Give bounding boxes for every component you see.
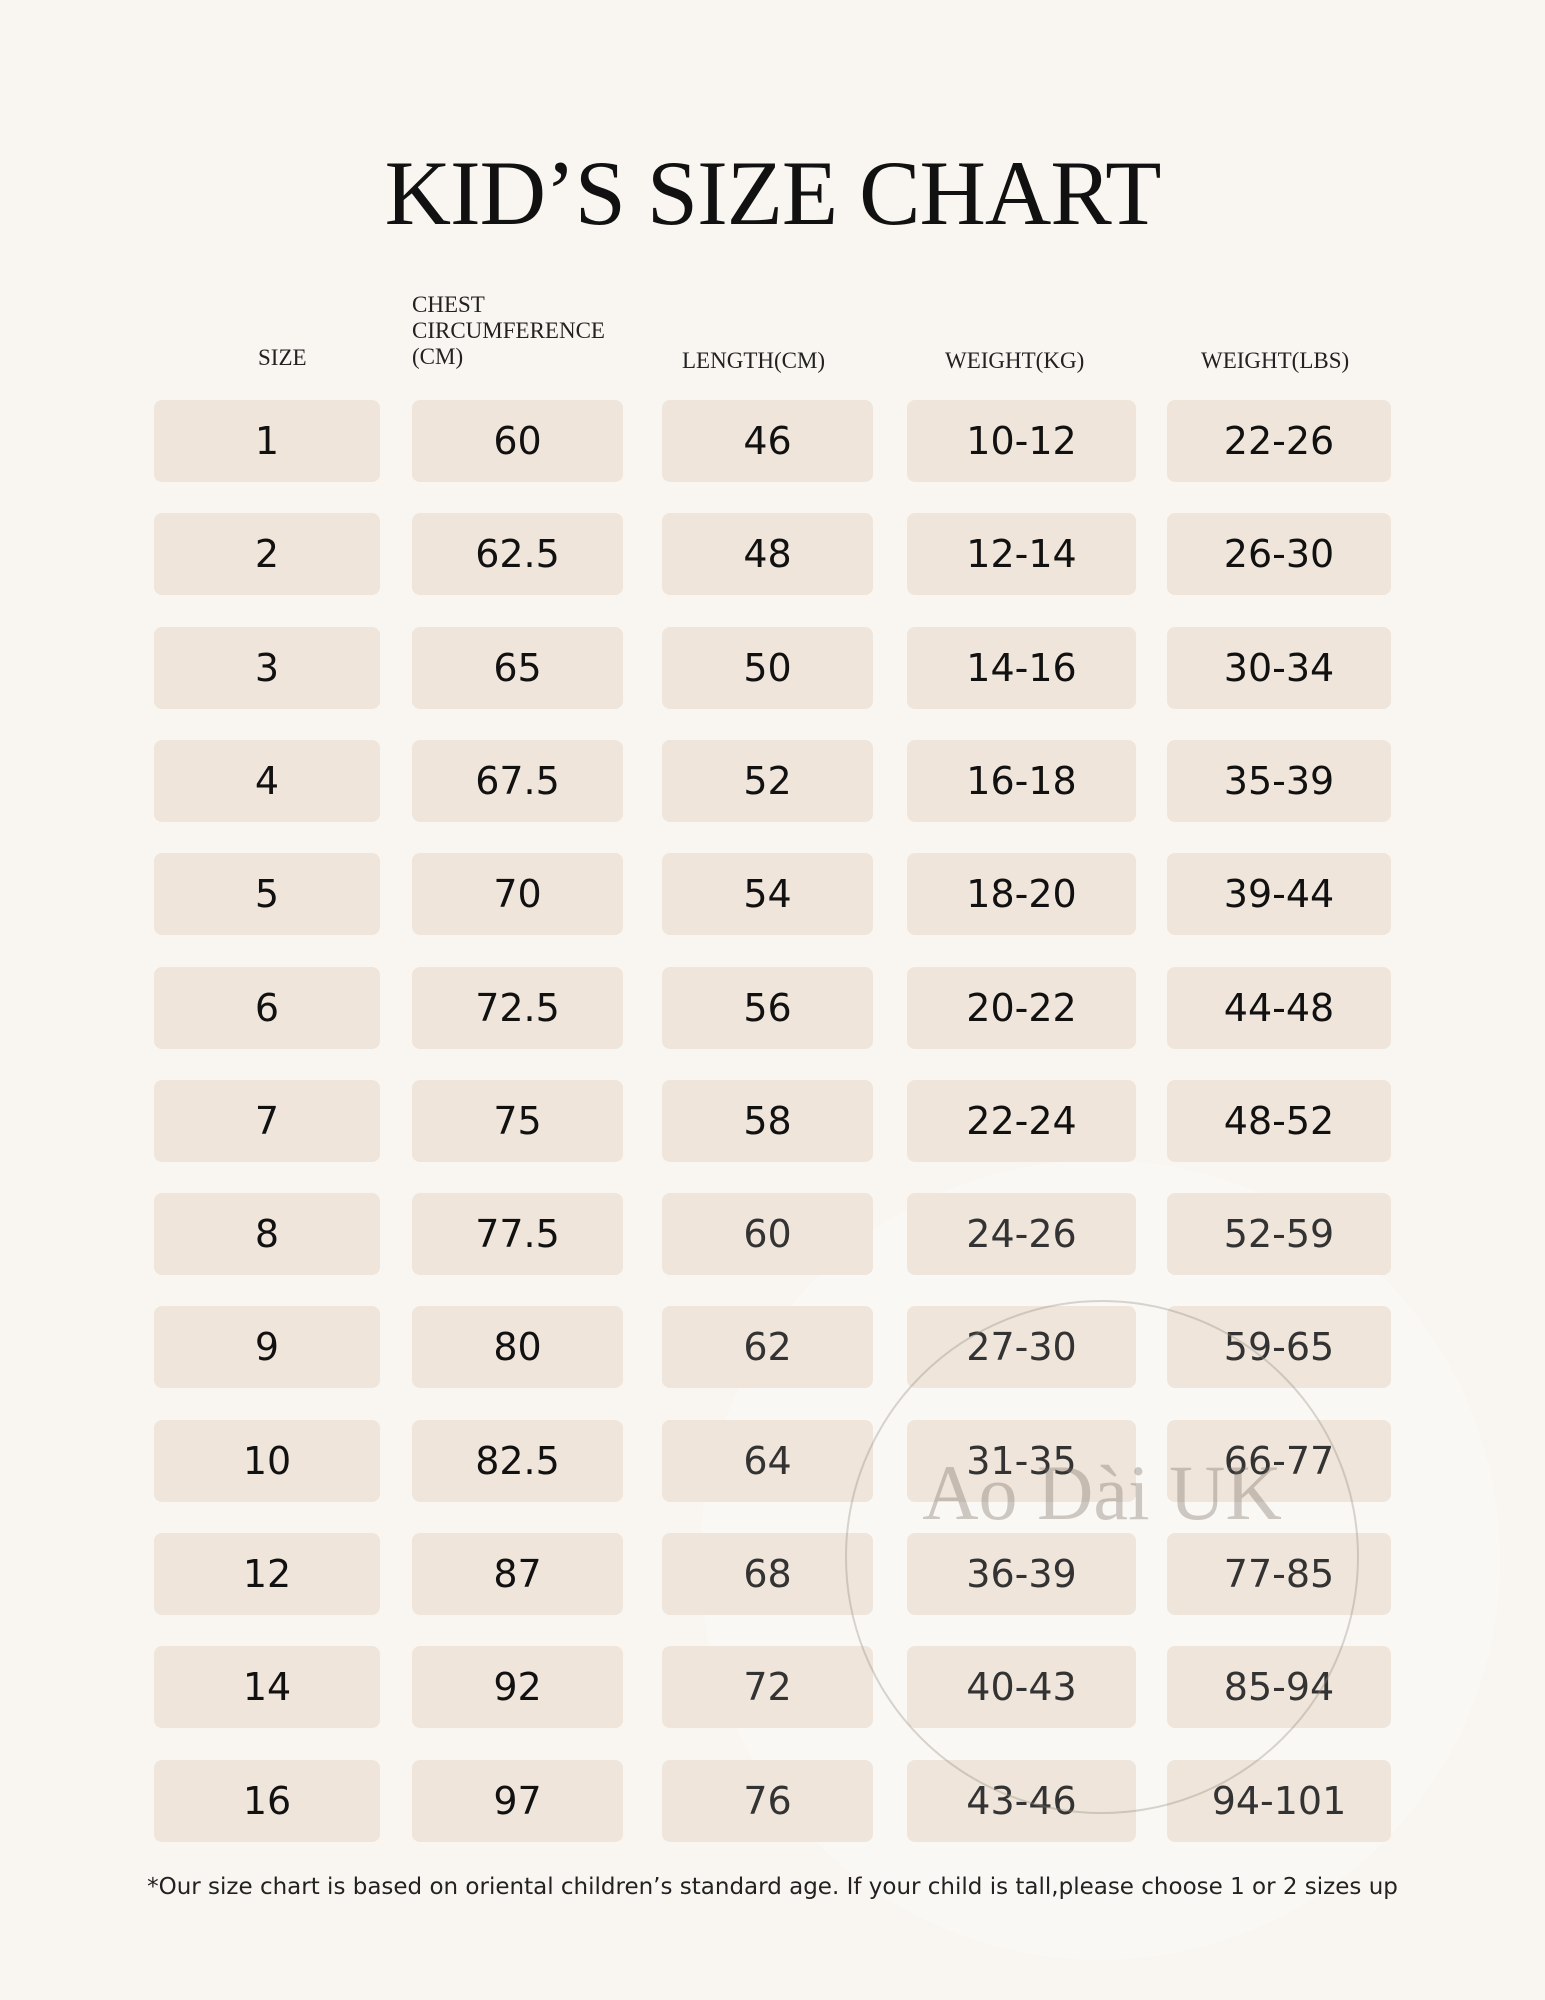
cell-size: 14 <box>154 1646 380 1729</box>
cell-length: 72 <box>662 1646 873 1729</box>
header-length: LENGTH(CM) <box>682 348 826 373</box>
cell-weight-lbs: 77-85 <box>1167 1533 1391 1615</box>
cell-weight-kg: 14-16 <box>907 626 1136 709</box>
cell-size: 10 <box>154 1419 380 1502</box>
cell-length: 58 <box>662 1079 873 1162</box>
cell-length: 54 <box>662 853 873 936</box>
cell-size: 9 <box>154 1306 380 1389</box>
cell-weight-kg: 16-18 <box>907 739 1136 822</box>
cell-size: 16 <box>154 1759 380 1842</box>
cell-chest: 82.5 <box>412 1419 623 1502</box>
cell-weight-kg: 40-43 <box>907 1646 1136 1729</box>
cell-size: 3 <box>154 626 380 709</box>
cell-chest: 70 <box>412 853 623 936</box>
footer-note: *Our size chart is based on oriental chi… <box>147 1874 1398 1900</box>
cell-weight-lbs: 85-94 <box>1167 1646 1391 1729</box>
cell-weight-kg: 12-14 <box>907 513 1136 596</box>
cell-size: 1 <box>154 400 380 482</box>
cell-weight-lbs: 59-65 <box>1167 1306 1391 1389</box>
cell-weight-lbs: 52-59 <box>1167 1193 1391 1276</box>
cell-length: 68 <box>662 1533 873 1615</box>
cell-size: 2 <box>154 513 380 596</box>
cell-weight-lbs: 48-52 <box>1167 1079 1391 1162</box>
cell-weight-kg: 31-35 <box>907 1419 1136 1502</box>
cell-length: 64 <box>662 1419 873 1502</box>
cell-weight-kg: 20-22 <box>907 966 1136 1049</box>
cell-weight-lbs: 39-44 <box>1167 853 1391 936</box>
cell-chest: 77.5 <box>412 1193 623 1276</box>
cell-chest: 65 <box>412 626 623 709</box>
cell-weight-lbs: 30-34 <box>1167 626 1391 709</box>
page-title: KID’S SIZE CHART <box>384 142 1162 244</box>
cell-weight-kg: 36-39 <box>907 1533 1136 1615</box>
cell-weight-lbs: 44-48 <box>1167 966 1391 1049</box>
cell-weight-lbs: 22-26 <box>1167 400 1391 482</box>
cell-size: 12 <box>154 1533 380 1615</box>
cell-chest: 72.5 <box>412 966 623 1049</box>
cell-length: 52 <box>662 739 873 822</box>
cell-weight-kg: 22-24 <box>907 1079 1136 1162</box>
cell-weight-lbs: 35-39 <box>1167 739 1391 822</box>
cell-weight-lbs: 66-77 <box>1167 1419 1391 1502</box>
cell-chest: 62.5 <box>412 513 623 596</box>
header-chest: CHEST CIRCUMFERENCE (CM) <box>412 292 605 369</box>
header-weight-lbs: WEIGHT(LBS) <box>1201 348 1350 373</box>
cell-length: 56 <box>662 966 873 1049</box>
cell-chest: 67.5 <box>412 739 623 822</box>
cell-length: 46 <box>662 400 873 482</box>
header-size: SIZE <box>258 345 307 370</box>
cell-weight-kg: 24-26 <box>907 1193 1136 1276</box>
cell-weight-lbs: 26-30 <box>1167 513 1391 596</box>
cell-chest: 75 <box>412 1079 623 1162</box>
cell-length: 50 <box>662 626 873 709</box>
cell-chest: 87 <box>412 1533 623 1615</box>
header-weight-kg: WEIGHT(KG) <box>945 348 1085 373</box>
cell-length: 48 <box>662 513 873 596</box>
cell-chest: 80 <box>412 1306 623 1389</box>
cell-size: 4 <box>154 739 380 822</box>
cell-length: 62 <box>662 1306 873 1389</box>
cell-chest: 97 <box>412 1759 623 1842</box>
cell-size: 6 <box>154 966 380 1049</box>
cell-weight-lbs: 94-101 <box>1167 1759 1391 1842</box>
cell-weight-kg: 43-46 <box>907 1759 1136 1842</box>
cell-weight-kg: 18-20 <box>907 853 1136 936</box>
cell-weight-kg: 10-12 <box>907 400 1136 482</box>
cell-chest: 92 <box>412 1646 623 1729</box>
cell-weight-kg: 27-30 <box>907 1306 1136 1389</box>
cell-length: 76 <box>662 1759 873 1842</box>
cell-size: 8 <box>154 1193 380 1276</box>
cell-size: 5 <box>154 853 380 936</box>
cell-size: 7 <box>154 1079 380 1162</box>
cell-length: 60 <box>662 1193 873 1276</box>
cell-chest: 60 <box>412 400 623 482</box>
